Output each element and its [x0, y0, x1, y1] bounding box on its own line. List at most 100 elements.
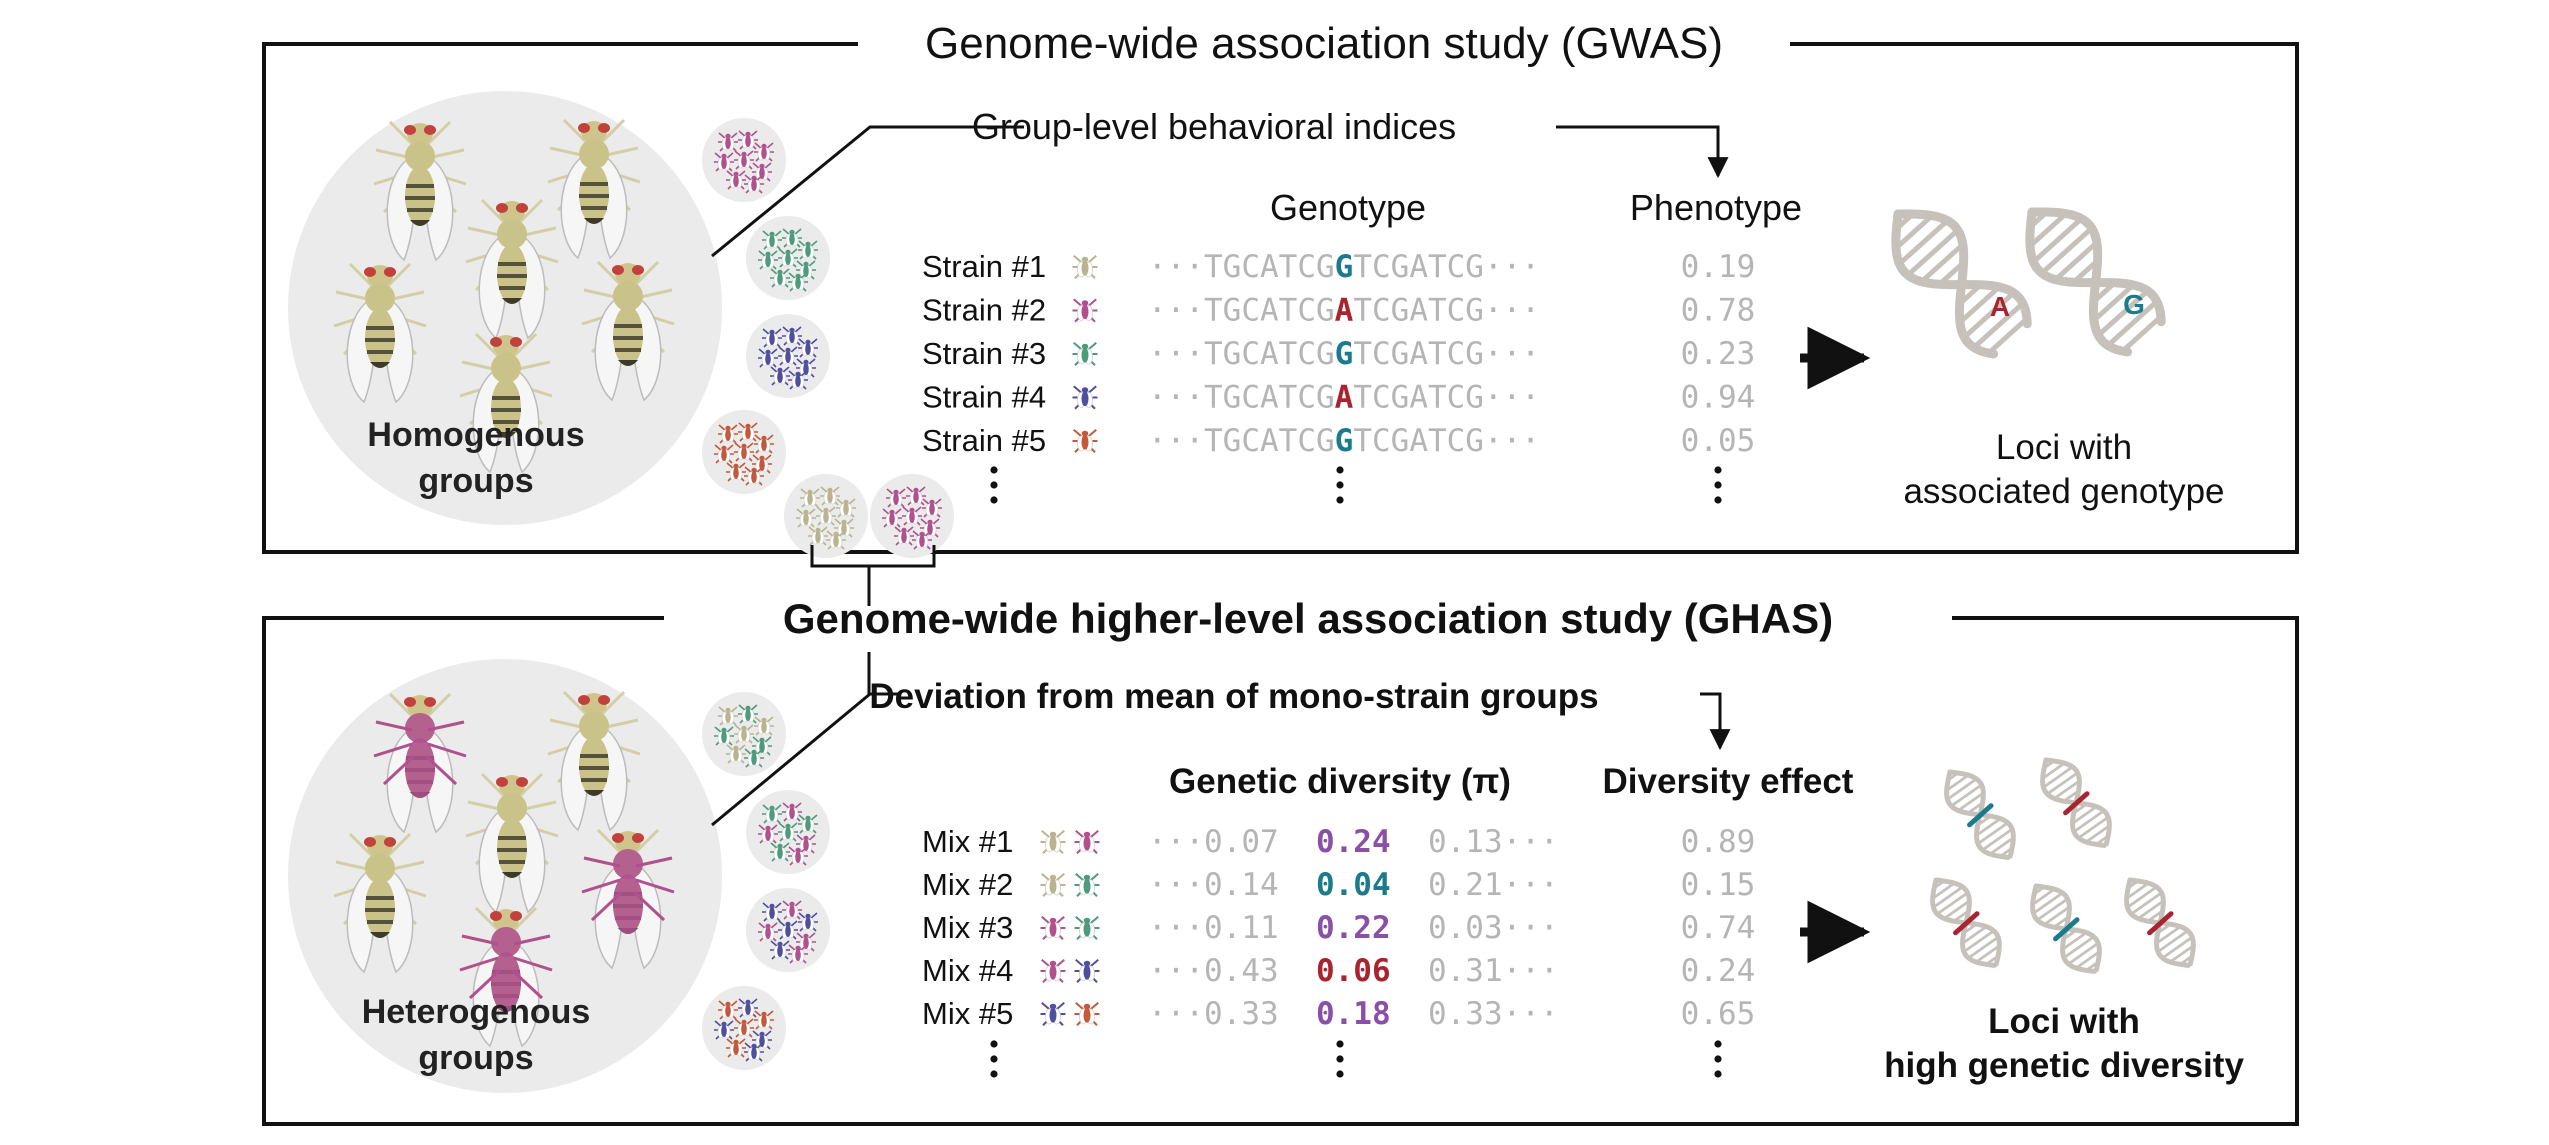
- diversity-part: ···: [1148, 867, 1204, 903]
- diversity-part: ···: [1503, 996, 1559, 1032]
- dna-rung: [2042, 765, 2074, 789]
- mini-fly-legs: [782, 326, 802, 346]
- mini-fly: [882, 508, 902, 528]
- dna-rung: [1943, 899, 1971, 920]
- mini-fly-body: [803, 265, 809, 277]
- mini-fly: [718, 706, 738, 726]
- mini-fly-head: [751, 749, 757, 755]
- diversity-highlight: 0.24: [1316, 824, 1391, 860]
- dna-rung: [2169, 944, 2195, 964]
- mini-fly-body: [803, 363, 809, 375]
- dna-rung: [1897, 218, 1950, 266]
- dna-rung: [2071, 805, 2098, 825]
- mini-fly-legs: [1040, 829, 1066, 854]
- mini-fly-body: [789, 905, 795, 917]
- phenotype-value: 0.23: [1681, 336, 1756, 372]
- mini-fly-legs: [738, 998, 758, 1018]
- mini-fly-body: [765, 353, 771, 365]
- dna-rung: [2096, 288, 2150, 338]
- mix-vial-2: [746, 790, 830, 874]
- ghas-index-label: Deviation from mean of mono-strain group…: [869, 677, 1598, 716]
- sequence-part: TGCATCG: [1204, 380, 1335, 416]
- mini-fly-head: [893, 489, 899, 495]
- diversity-part: 0.13: [1428, 824, 1503, 860]
- diversity-part: ···: [1503, 953, 1559, 989]
- mini-fly-legs: [778, 346, 798, 366]
- mini-fly-body: [1083, 964, 1091, 980]
- mini-fly: [788, 272, 808, 292]
- mini-fly: [894, 526, 914, 546]
- dna-rung: [2125, 882, 2150, 900]
- mini-fly: [718, 1000, 738, 1020]
- mini-fly-body: [721, 157, 727, 169]
- dna-rung: [2161, 936, 2193, 960]
- mini-fly-head: [843, 499, 849, 505]
- mini-fly-head: [721, 1021, 727, 1027]
- vertical-ellipsis-dot: [1714, 481, 1722, 489]
- mini-fly-head: [795, 945, 801, 951]
- mini-fly-body: [893, 493, 899, 505]
- diversity-highlight: 0.22: [1316, 910, 1391, 946]
- diversity-part: ···: [1148, 953, 1204, 989]
- mini-fly: [770, 366, 790, 386]
- mini-fly: [738, 422, 758, 442]
- phenotype-value: 0.05: [1681, 423, 1756, 459]
- dna-highlight-rung: [2063, 791, 2090, 816]
- mini-fly-body: [725, 429, 731, 441]
- mini-fly-head: [745, 999, 751, 1005]
- sequence-part: ···: [1148, 336, 1204, 372]
- mini-fly-head: [1081, 430, 1089, 437]
- mix-vial-3: [746, 888, 830, 972]
- strain-vial-2b: [870, 474, 954, 558]
- ghas-result-line1: Loci with: [1988, 1002, 2140, 1041]
- mini-fly-body: [733, 467, 739, 479]
- sequence-part: ···: [1484, 380, 1540, 416]
- mini-fly: [758, 348, 778, 368]
- mini-fly-legs: [920, 518, 940, 538]
- mini-fly-head: [1049, 831, 1057, 838]
- mini-fly-head: [785, 823, 791, 829]
- mini-fly-legs: [798, 912, 818, 932]
- mini-fly-legs: [1072, 341, 1098, 366]
- mini-fly-body: [1081, 391, 1089, 407]
- mini-fly-head: [733, 171, 739, 177]
- mini-fly-body: [1049, 878, 1057, 894]
- diversity-part: ···: [1148, 996, 1204, 1032]
- mini-fly-body: [759, 167, 765, 179]
- mini-fly-head: [803, 509, 809, 515]
- mini-fly-head: [1083, 831, 1091, 838]
- mini-fly-body: [795, 277, 801, 289]
- mini-fly: [796, 508, 816, 528]
- vertical-ellipsis-dot: [1336, 481, 1344, 489]
- mini-fly-body: [803, 839, 809, 851]
- mini-fly-body: [769, 235, 775, 247]
- mini-fly-legs: [1040, 915, 1066, 940]
- mini-fly-head: [741, 443, 747, 449]
- mini-fly-body: [1083, 1007, 1091, 1023]
- mini-fly-legs: [718, 424, 738, 444]
- mini-fly-body: [761, 1015, 767, 1027]
- mini-fly-legs: [882, 508, 902, 528]
- diversity-values: ···0.14 0.04 0.21···: [1148, 867, 1559, 903]
- mini-fly-body: [1081, 434, 1089, 450]
- mini-fly-body: [769, 333, 775, 345]
- mini-fly-legs: [754, 142, 774, 162]
- homogenous-group-circle: [288, 91, 722, 525]
- mini-fly-legs: [782, 900, 802, 920]
- effect-value: 0.24: [1681, 953, 1756, 989]
- mini-fly-head: [789, 229, 795, 235]
- mini-fly: [796, 932, 816, 952]
- mini-fly: [798, 338, 818, 358]
- mini-fly-head: [741, 1019, 747, 1025]
- mini-fly-body: [785, 925, 791, 937]
- mini-fly: [798, 240, 818, 260]
- mini-fly-legs: [820, 486, 840, 506]
- diversity-part: ···: [1503, 867, 1559, 903]
- mini-fly-body: [1083, 921, 1091, 937]
- mini-fly-legs: [734, 724, 754, 744]
- mini-fly-head: [759, 737, 765, 743]
- mini-fly: [754, 434, 774, 454]
- mini-fly-legs: [912, 530, 932, 550]
- mini-fly-head: [759, 163, 765, 169]
